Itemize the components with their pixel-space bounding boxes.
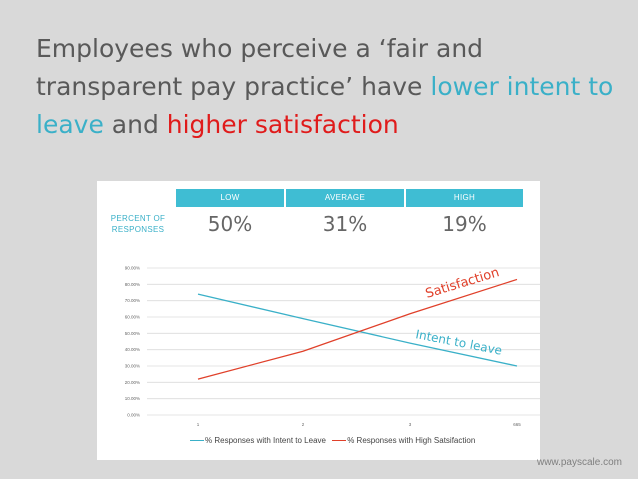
legend-swatch-satisfaction <box>332 440 347 442</box>
header-average: AVERAGE <box>286 189 404 207</box>
series-line-satisfaction <box>197 278 518 380</box>
header-high: HIGH <box>406 189 523 207</box>
legend-intent-to-leave: % Responses with Intent to Leave <box>205 436 326 445</box>
value-average: 31% <box>322 212 368 236</box>
y-tick-label: 10.00% <box>125 396 140 401</box>
y-tick-label: 40.00% <box>125 347 140 352</box>
x-tick-label: 2 <box>302 422 305 427</box>
percent-of-responses-label: PERCENT OF RESPONSES <box>110 214 166 234</box>
footer-url: www.payscale.com <box>536 457 622 468</box>
y-tick-label: 60.00% <box>125 315 140 320</box>
chart-legend: % Responses with Intent to Leave % Respo… <box>190 436 475 445</box>
x-axis-ticks: 1 2 3 665 <box>197 422 522 427</box>
title-lower-intent: lower intent to leave <box>36 72 614 139</box>
chart-card: PERCENT OF RESPONSES LOW AVERAGE HIGH 50… <box>97 181 540 460</box>
y-tick-label: 80.00% <box>125 282 140 287</box>
title-mid: and <box>103 110 167 139</box>
legend-high-satisfaction: % Responses with High Satsifaction <box>347 436 476 445</box>
y-tick-label: 70.00% <box>125 298 140 303</box>
y-tick-label: 30.00% <box>125 364 140 369</box>
y-tick-label: 0.00% <box>127 413 140 418</box>
y-tick-label: 50.00% <box>125 331 140 336</box>
legend-swatch-intent <box>190 440 204 442</box>
chart-series-lines <box>197 278 518 380</box>
value-low: 50% <box>207 212 253 236</box>
y-tick-label: 20.00% <box>125 380 140 385</box>
header-low: LOW <box>176 189 284 207</box>
series-line-intent-to-leave <box>197 293 518 367</box>
value-high: 19% <box>442 212 487 236</box>
y-tick-label: 90.00% <box>125 266 140 271</box>
line-chart: 0.00% 10.00% 20.00% 30.00% 40.00% 50.00% 60.00… <box>125 265 540 427</box>
x-tick-label: 3 <box>409 422 412 427</box>
title-part1: Employees who perceive a ‘fair and trans… <box>36 34 484 101</box>
y-axis-ticks: 0.00% 10.00% 20.00% 30.00% 40.00% 50.00% 60.00… <box>125 266 140 418</box>
title-higher-satisfaction: higher satisfaction <box>166 110 399 139</box>
slide-title: Employees who perceive a ‘fair and trans… <box>36 30 626 144</box>
x-tick-label: 1 <box>197 422 200 427</box>
x-tick-label: 665 <box>513 422 521 427</box>
